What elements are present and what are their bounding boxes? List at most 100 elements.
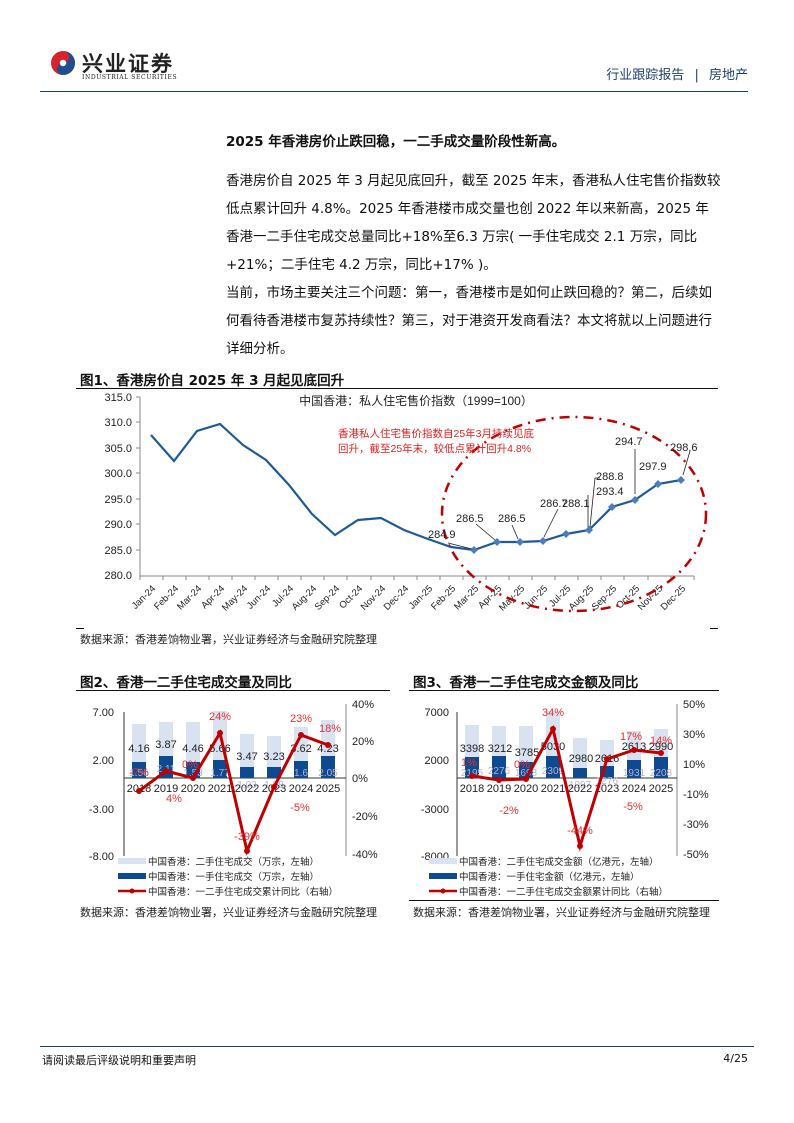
svg-text:中国香港：一二手住宅成交金额累计同比（右轴）: 中国香港：一二手住宅成交金额累计同比（右轴） [459,886,668,898]
svg-text:2023: 2023 [595,783,619,795]
svg-text:1.53: 1.53 [183,768,203,779]
svg-text:3785: 3785 [515,747,539,759]
svg-text:2022: 2022 [568,783,592,795]
svg-text:-44%: -44% [567,825,593,837]
svg-text:-7%: -7% [129,767,149,779]
svg-text:295.0: 295.0 [104,494,132,506]
headline: 2025 年香港房价止跌回稳，一二手成交量阶段性新高。 [226,134,566,150]
svg-text:2021: 2021 [208,783,232,795]
svg-text:18%: 18% [319,723,341,735]
svg-text:Feb-25: Feb-25 [429,583,458,612]
svg-text:1.56: 1.56 [129,768,149,779]
svg-text:284.9: 284.9 [428,529,456,541]
figure-1-line-chart: 315.0 310.0 305.0 300.0 295.0 290.0 285.… [104,392,708,614]
svg-text:-50%: -50% [683,849,709,861]
svg-text:中国香港：二手住宅成交（万宗，左轴）: 中国香港：二手住宅成交（万宗，左轴） [148,856,319,868]
figure-1-title: 图1、香港房价自 2025 年 3 月起见底回升 [80,373,345,389]
logo-swirl-icon [51,51,75,75]
svg-text:2.00: 2.00 [93,755,114,767]
svg-text:中国香港：二手住宅成交金额（亿港元，左轴）: 中国香港：二手住宅成交金额（亿港元，左轴） [459,856,659,868]
figure-3-top-rule [409,690,719,691]
svg-text:中国香港：一手住宅成交（万宗，左轴）: 中国香港：一手住宅成交（万宗，左轴） [148,871,319,883]
svg-text:May-24: May-24 [220,583,250,613]
svg-text:2025: 2025 [316,783,340,795]
svg-text:2208: 2208 [650,768,673,779]
logo-text-en: INDUSTRIAL SECURITIES [82,74,178,81]
svg-text:50%: 50% [683,699,705,711]
figure-2-title: 图2、香港一二手住宅成交量及同比 [80,675,292,691]
svg-text:-5%: -5% [290,802,310,814]
svg-text:310.0: 310.0 [104,417,132,429]
svg-text:-3000: -3000 [421,804,449,816]
svg-text:Jun-24: Jun-24 [245,583,273,611]
svg-text:4%: 4% [166,793,182,805]
svg-text:23%: 23% [290,713,312,725]
svg-text:香港私人住宅售价指数自25年3月持续见底: 香港私人住宅售价指数自25年3月持续见底 [338,427,535,440]
svg-text:0%: 0% [352,773,368,785]
svg-text:2018: 2018 [460,783,484,795]
svg-text:40%: 40% [352,699,374,711]
svg-text:0%: 0% [182,759,198,771]
svg-text:-5%: -5% [623,801,643,813]
svg-text:3.47: 3.47 [236,751,257,763]
svg-text:3.23: 3.23 [263,751,284,763]
svg-text:290.0: 290.0 [104,519,132,531]
figure-3-combo-chart: 7000 2000 -3000 -8000 50% 30% 10% -10% -… [421,699,709,898]
svg-text:Feb-24: Feb-24 [152,583,181,612]
svg-text:2019: 2019 [487,783,511,795]
svg-text:2024: 2024 [289,783,313,795]
svg-text:298.6: 298.6 [670,442,698,454]
svg-text:20%: 20% [352,736,374,748]
svg-text:7.00: 7.00 [93,707,114,719]
svg-text:中国香港：一二手住宅成交累计同比（右轴）: 中国香港：一二手住宅成交累计同比（右轴） [148,886,338,898]
svg-text:7000: 7000 [425,707,449,719]
svg-text:1097: 1097 [569,780,592,791]
svg-text:Mar-25: Mar-25 [452,583,481,612]
svg-text:Dec-25: Dec-25 [659,583,688,612]
svg-text:1.03: 1.03 [237,780,257,791]
header-divider [40,91,748,92]
svg-text:14%: 14% [650,735,672,747]
chart-title: 中国香港：私人住宅售价指数（1999=100） [299,393,533,408]
svg-text:2021: 2021 [541,783,565,795]
svg-text:24%: 24% [209,711,231,723]
svg-text:297.9: 297.9 [639,461,667,473]
svg-text:回升，截至25年末，较低点累计回升4.8%: 回升，截至25年末，较低点累计回升4.8% [338,442,531,455]
header-separator: | [694,68,699,83]
svg-text:288.8: 288.8 [596,471,624,483]
svg-text:-40%: -40% [352,849,378,861]
svg-text:2025: 2025 [649,783,673,795]
svg-text:2022: 2022 [235,783,259,795]
figure-1-top-rule [76,388,718,389]
svg-text:2.05: 2.05 [318,768,338,779]
svg-text:286.5: 286.5 [498,513,526,525]
svg-text:280.0: 280.0 [104,570,132,582]
svg-text:3212: 3212 [488,743,512,755]
figure-2-source: 数据来源：香港差饷物业署，兴业证券经济与金融研究院整理 [80,906,377,919]
svg-text:2000: 2000 [425,755,449,767]
svg-text:2276: 2276 [488,766,511,777]
paragraph-1: 香港房价自 2025 年 3 月起见底回升，截至 2025 年末，香港私人住宅售… [226,173,721,273]
footer-divider [40,1046,754,1047]
svg-text:2024: 2024 [622,783,646,795]
svg-text:-8.00: -8.00 [89,851,114,863]
highlight-ellipse [440,415,708,613]
svg-text:300.0: 300.0 [104,468,132,480]
svg-text:17%: 17% [620,731,642,743]
svg-text:1931: 1931 [623,768,646,779]
svg-text:-39%: -39% [234,831,260,843]
svg-text:3.87: 3.87 [155,739,176,751]
svg-text:1698: 1698 [515,768,538,779]
svg-text:30%: 30% [683,729,705,741]
svg-text:305.0: 305.0 [104,443,132,455]
svg-text:Sep-24: Sep-24 [313,583,342,612]
svg-text:-3.00: -3.00 [89,804,114,816]
svg-text:0%: 0% [514,759,530,771]
svg-text:2020: 2020 [181,783,205,795]
svg-text:-2%: -2% [499,805,519,817]
figure-1-source: 数据来源：香港差饷物业署，兴业证券经济与金融研究院整理 [80,633,377,646]
svg-text:2990: 2990 [649,741,673,753]
y-tick: 315.0 [104,392,132,404]
company-logo: 兴业证券 INDUSTRIAL SECURITIES [50,48,190,84]
figure-2-top-rule [76,690,390,691]
